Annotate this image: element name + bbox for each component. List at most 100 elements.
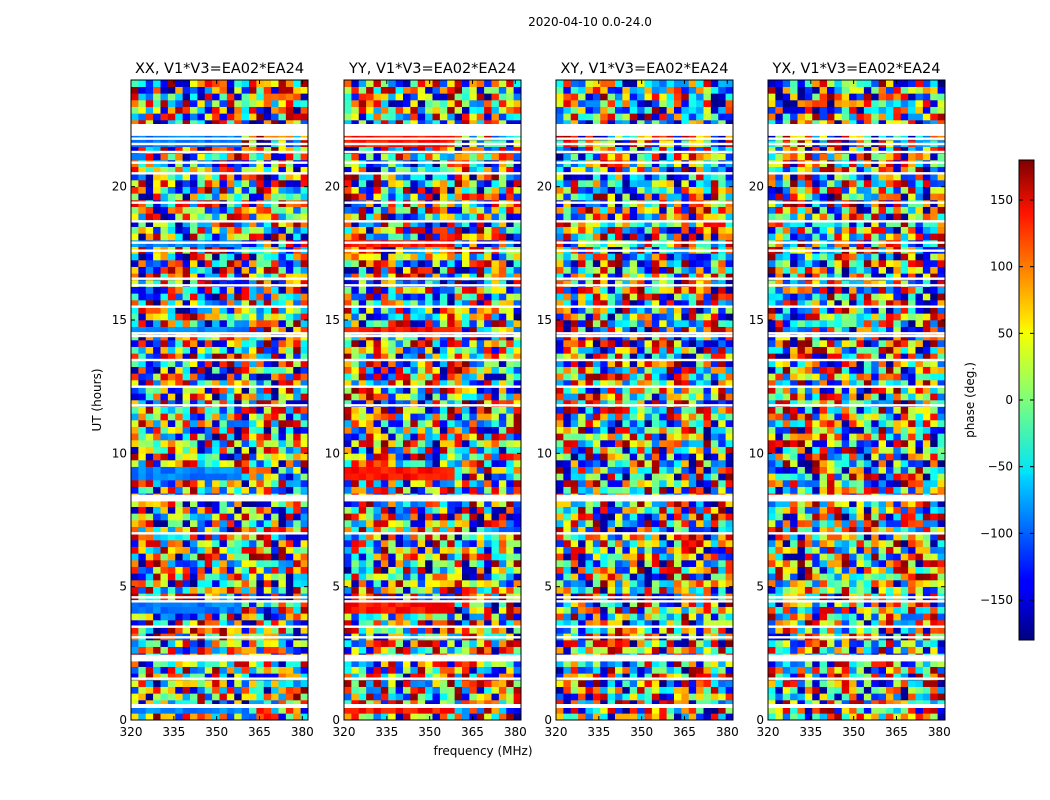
heatmap-cell: [249, 513, 257, 521]
heatmap-cell: [403, 446, 411, 454]
heatmap-cell: [484, 546, 492, 554]
heatmap-cell: [219, 426, 228, 434]
heatmap-cell: [366, 86, 374, 94]
heatmap-cell: [212, 93, 220, 101]
heatmap-cell: [212, 273, 220, 281]
heatmap-cell: [373, 260, 382, 267]
heatmap-cell: [190, 93, 198, 101]
heatmap-cell: [138, 433, 147, 441]
heatmap-cell: [447, 700, 455, 707]
heatmap-cell: [366, 453, 374, 461]
heatmap-cell: [160, 300, 169, 307]
heatmap-cell: [145, 286, 154, 294]
heatmap-cell: [388, 100, 396, 107]
heatmap-cell: [498, 566, 507, 574]
heatmap-cell: [513, 406, 522, 414]
heatmap-cell: [153, 500, 161, 507]
heatmap-cell: [432, 106, 441, 114]
heatmap-cell: [293, 586, 301, 594]
heatmap-cell: [417, 686, 426, 694]
heatmap-cell: [212, 580, 220, 587]
heatmap-cell: [637, 666, 645, 674]
heatmap-cell: [263, 80, 272, 87]
heatmap-cell: [182, 253, 191, 261]
heatmap-cell: [212, 413, 220, 421]
heatmap-cell: [204, 260, 213, 267]
heatmap-cell: [249, 100, 257, 107]
heatmap-cell: [263, 320, 272, 327]
heatmap-cell: [263, 286, 272, 294]
heatmap-cell: [403, 586, 411, 594]
heatmap-cell: [469, 340, 478, 347]
heatmap-cell: [153, 446, 161, 454]
heatmap-cell: [300, 606, 309, 614]
heatmap-cell: [167, 466, 176, 474]
heatmap-cell: [271, 566, 279, 574]
heatmap-cell: [204, 580, 213, 587]
heatmap-cell: [256, 300, 265, 307]
heatmap-cell: [395, 313, 404, 321]
heatmap-cell: [300, 300, 309, 307]
heatmap-cell: [234, 700, 242, 707]
heatmap-cell: [182, 380, 191, 387]
heatmap-cell: [204, 106, 213, 114]
heatmap-cell: [212, 353, 220, 361]
heatmap-cell: [182, 86, 191, 94]
heatmap-cell: [439, 466, 448, 474]
y-tick-label: 20: [325, 180, 340, 194]
heatmap-cell: [395, 660, 404, 667]
heatmap-cell: [498, 313, 507, 321]
heatmap-cell: [462, 233, 470, 241]
heatmap-cell: [432, 686, 441, 694]
heatmap-cell: [388, 460, 396, 467]
heatmap-cell: [469, 286, 478, 294]
heatmap-cell: [145, 420, 154, 427]
heatmap-cell: [469, 673, 478, 681]
heatmap-cell: [167, 640, 176, 647]
heatmap-cell: [388, 533, 396, 541]
heatmap-cell: [344, 480, 352, 487]
heatmap-cell: [278, 546, 287, 554]
heatmap-cell: [447, 660, 455, 667]
heatmap-cell: [454, 446, 463, 454]
heatmap-cell: [145, 280, 154, 287]
heatmap-cell: [439, 106, 448, 114]
heatmap-cell: [469, 380, 478, 387]
heatmap-cell: [256, 320, 265, 327]
heatmap-cell: [175, 680, 183, 687]
heatmap-cell: [153, 626, 161, 634]
heatmap-cell: [197, 566, 206, 574]
heatmap-cell: [373, 620, 382, 627]
heatmap-cell: [219, 546, 228, 554]
heatmap-cell: [417, 93, 426, 101]
heatmap-cell: [344, 186, 352, 194]
heatmap-cell: [131, 213, 139, 221]
heatmap-cell: [182, 426, 191, 434]
heatmap-cell: [344, 433, 352, 441]
heatmap-cell: [395, 233, 404, 241]
heatmap-cell: [241, 586, 250, 594]
heatmap-cell: [145, 566, 154, 574]
heatmap-cell: [425, 100, 433, 107]
heatmap-cell: [462, 100, 470, 107]
heatmap-cell: [462, 573, 470, 581]
heatmap-cell: [358, 273, 367, 281]
heatmap-cell: [395, 153, 404, 161]
heatmap-cell: [425, 280, 433, 287]
heatmap-cell: [293, 480, 301, 487]
heatmap-cell: [476, 106, 485, 114]
heatmap-cell: [556, 713, 564, 721]
heatmap-cell: [226, 520, 235, 527]
heatmap-cell: [476, 420, 485, 427]
heatmap-cell: [145, 306, 154, 314]
heatmap-cell: [212, 640, 220, 647]
heatmap-cell: [484, 573, 492, 581]
heatmap-cell: [506, 106, 514, 114]
heatmap-cell: [131, 713, 139, 721]
heatmap-cell: [204, 233, 213, 241]
heatmap-cell: [358, 366, 367, 374]
heatmap-cell: [439, 426, 448, 434]
heatmap-cell: [484, 506, 492, 514]
heatmap-cell: [300, 393, 309, 401]
heatmap-cell: [344, 700, 352, 707]
